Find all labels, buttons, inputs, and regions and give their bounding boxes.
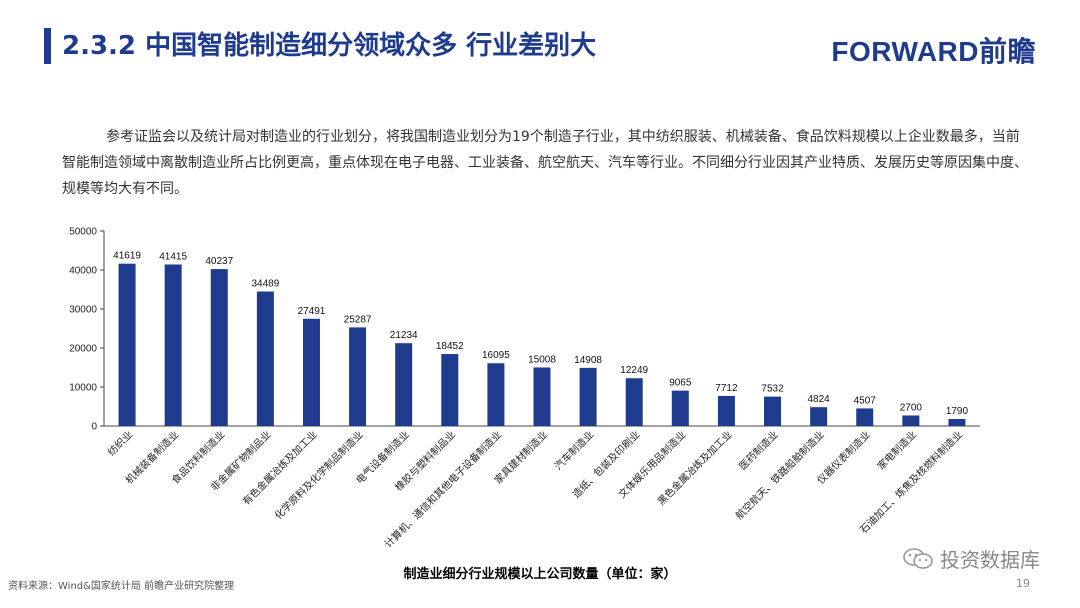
y-tick-label: 30000 — [69, 305, 97, 316]
bar-value-label: 4507 — [854, 395, 877, 406]
wechat-icon — [902, 547, 934, 570]
bar — [256, 291, 274, 426]
x-tick-label: 汽车制造业 — [552, 428, 597, 473]
x-tick-label: 纺织业 — [105, 428, 135, 458]
bar — [671, 390, 689, 426]
bar — [717, 395, 735, 426]
intro-paragraph: 参考证监会以及统计局对制造业的行业划分，将我国制造业划分为19个制造子行业，其中… — [62, 129, 1028, 197]
bar-value-label: 1790 — [946, 406, 969, 417]
bar-value-label: 14908 — [574, 355, 602, 366]
y-tick-label: 40000 — [69, 266, 97, 277]
bar — [210, 269, 228, 426]
y-tick-label: 50000 — [69, 227, 97, 238]
bar — [625, 378, 643, 426]
bar-value-label: 4824 — [808, 394, 831, 405]
x-tick-label: 黑色金属冶炼及加工业 — [655, 428, 735, 508]
x-tick-label: 医药制造业 — [736, 428, 781, 473]
bar-value-label: 27491 — [298, 306, 326, 317]
bar — [902, 415, 920, 426]
bar-value-label: 2700 — [900, 402, 923, 413]
page-number: 19 — [1016, 577, 1030, 590]
bar — [302, 318, 320, 426]
bar — [349, 327, 367, 426]
bar — [395, 343, 413, 426]
title-accent-bar — [44, 28, 51, 64]
bar-value-label: 12249 — [620, 365, 648, 376]
x-axis-title: 制造业细分行业规模以上公司数量（单位：家） — [403, 567, 677, 582]
bar-value-label: 41619 — [113, 251, 141, 262]
bar-value-label: 7712 — [715, 383, 738, 394]
page-title: 2.3.2 中国智能制造细分领域众多 行业差别大 — [62, 31, 597, 61]
bar-value-label: 15008 — [528, 354, 556, 365]
wechat-account-name: 投资数据库 — [940, 548, 1040, 572]
bar — [118, 263, 136, 426]
y-tick-label: 10000 — [69, 383, 97, 394]
bar — [487, 363, 505, 426]
x-tick-label: 有色金属冶炼及加工业 — [240, 428, 320, 508]
bar — [164, 264, 182, 426]
bar-value-label: 40237 — [205, 256, 233, 267]
source-note: 资料来源：Wind&国家统计局 前瞻产业研究院整理 — [8, 581, 235, 592]
wechat-watermark: 投资数据库 — [902, 544, 1040, 573]
bar — [441, 354, 459, 426]
forward-logo: FORWARD前瞻 — [831, 36, 1036, 67]
bar — [533, 367, 551, 426]
bar-value-label: 21234 — [390, 330, 418, 341]
bar — [810, 407, 828, 426]
bar-value-label: 41415 — [159, 251, 187, 262]
bar-value-label: 7532 — [761, 384, 784, 395]
bar — [764, 396, 782, 426]
bar-value-label: 34489 — [251, 278, 279, 289]
y-tick-label: 0 — [91, 422, 97, 433]
x-tick-label: 航空航天、铁路船舶制造业 — [733, 428, 827, 522]
bar-value-label: 9065 — [669, 378, 692, 389]
y-tick-label: 20000 — [69, 344, 97, 355]
bar-value-label: 25287 — [344, 314, 372, 325]
x-tick-label: 家电制造业 — [874, 428, 919, 473]
bar — [856, 408, 874, 426]
bar-value-label: 16095 — [482, 350, 510, 361]
x-tick-label: 化学原料及化学制品制造业 — [272, 428, 366, 522]
bar — [948, 419, 966, 426]
bar — [579, 367, 597, 426]
bar-value-label: 18452 — [436, 341, 464, 352]
